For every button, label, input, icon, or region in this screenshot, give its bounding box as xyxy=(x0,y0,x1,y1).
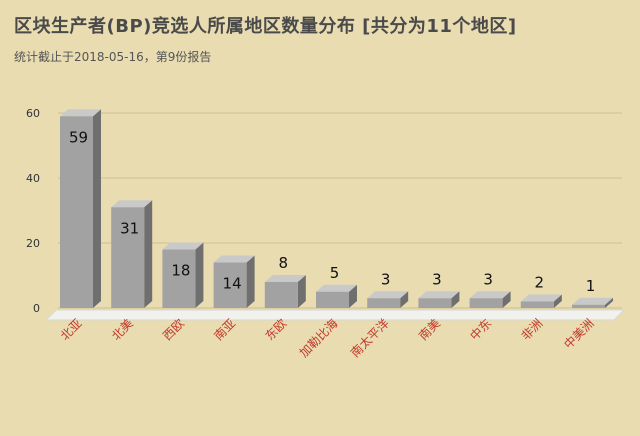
data-label: 3 xyxy=(432,270,442,288)
bar-top xyxy=(367,291,409,299)
y-axis-ticks: 0 20 40 60 xyxy=(26,107,40,315)
y-tick-label: 0 xyxy=(33,302,40,315)
bar: 3 xyxy=(418,270,460,308)
bars: 59 31 18 14 8 5 3 3 3 2 1 xyxy=(60,109,613,308)
bar: 1 xyxy=(572,277,613,308)
bar-top xyxy=(572,297,613,305)
bar-side xyxy=(297,275,306,308)
chart-subtitle: 统计截止于2018-05-16，第9份报告 xyxy=(14,50,212,64)
category-label: 中美洲 xyxy=(561,316,597,352)
bar-top xyxy=(162,242,204,250)
x-axis-labels: 北亚 北美 西欧 南亚 东欧 加勒比海 南太平洋 南美 中东 非洲 中美洲 xyxy=(58,316,597,361)
bar-side xyxy=(451,291,460,308)
data-label: 1 xyxy=(586,277,596,295)
bar: 59 xyxy=(60,109,101,308)
bar-front xyxy=(367,298,401,308)
bar: 3 xyxy=(469,270,511,308)
bar-side xyxy=(246,255,255,308)
category-label: 加勒比海 xyxy=(296,316,341,361)
data-label: 31 xyxy=(120,219,139,237)
floor-plane xyxy=(44,309,626,321)
bar: 2 xyxy=(520,274,562,308)
bar-front xyxy=(418,298,452,308)
bar-side xyxy=(93,109,101,308)
bar-side xyxy=(553,294,562,308)
y-tick-label: 60 xyxy=(26,107,40,120)
bar-side xyxy=(349,284,357,308)
bar: 14 xyxy=(213,255,255,308)
bar-side xyxy=(144,200,153,308)
bar-side xyxy=(400,291,409,308)
bar: 8 xyxy=(264,254,306,308)
y-tick-label: 40 xyxy=(26,172,40,185)
bar-front xyxy=(60,116,93,308)
y-tick-label: 20 xyxy=(26,237,40,250)
bar: 31 xyxy=(111,200,153,308)
bar-front xyxy=(213,262,247,308)
data-label: 59 xyxy=(69,128,88,146)
chart-title: 区块生产者(BP)竞选人所属地区数量分布 [共分为11个地区] xyxy=(14,16,517,37)
bar-front xyxy=(264,282,298,308)
category-label: 南太平洋 xyxy=(347,316,392,361)
bar-top xyxy=(213,255,255,263)
bar-top xyxy=(520,294,562,302)
bar-top xyxy=(418,291,460,299)
bar-front xyxy=(572,304,605,308)
chart-floor xyxy=(44,309,626,321)
bar-side xyxy=(195,242,204,308)
bar-top xyxy=(264,275,306,282)
bar-side xyxy=(502,291,511,308)
bar-front xyxy=(162,249,196,308)
data-label: 3 xyxy=(483,270,493,288)
bar-top xyxy=(60,109,101,117)
bar-top xyxy=(111,200,153,208)
bar-front xyxy=(316,291,349,308)
bar: 18 xyxy=(162,242,204,308)
bar-side xyxy=(605,297,613,308)
bar-top xyxy=(316,284,357,292)
data-label: 14 xyxy=(223,275,242,293)
bar-front xyxy=(469,298,503,308)
data-label: 2 xyxy=(535,274,545,292)
bar-front xyxy=(520,301,554,308)
data-label: 8 xyxy=(279,254,289,272)
data-label: 5 xyxy=(330,264,340,282)
bar-top xyxy=(469,291,511,299)
data-label: 3 xyxy=(381,270,391,288)
bar: 5 xyxy=(316,264,357,308)
data-label: 18 xyxy=(171,262,190,280)
bar-front xyxy=(111,207,145,308)
bar: 3 xyxy=(367,270,409,308)
